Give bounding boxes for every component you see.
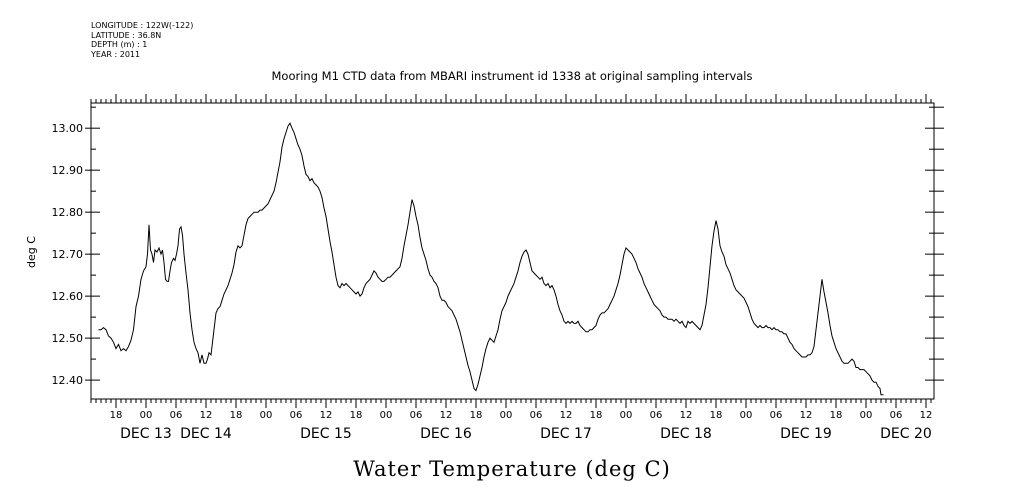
y-tick-label: 12.90	[52, 164, 84, 177]
y-tick-label: 12.60	[52, 290, 84, 303]
x-tick-label: 06	[650, 410, 663, 421]
meta-depth: DEPTH (m) : 1	[91, 40, 148, 49]
x-tick-label: 18	[710, 410, 723, 421]
axis-ticks	[85, 94, 944, 408]
plot-frame	[90, 102, 935, 400]
x-tick-label: 06	[170, 410, 183, 421]
x-day-label: DEC 15	[300, 426, 352, 442]
x-tick-label: 18	[590, 410, 603, 421]
x-tick-label: 18	[350, 410, 363, 421]
x-tick-label: 00	[140, 410, 153, 421]
x-tick-label: 06	[530, 410, 543, 421]
x-tick-label: 06	[410, 410, 423, 421]
y-tick-label: 12.70	[52, 248, 84, 261]
chart-title: Mooring M1 CTD data from MBARI instrumen…	[272, 69, 753, 83]
x-tick-label: 00	[260, 410, 273, 421]
x-day-label: DEC 14	[180, 426, 232, 442]
meta-year: YEAR : 2011	[91, 49, 141, 59]
x-tick-label: 18	[230, 410, 243, 421]
temperature-series-line	[98, 122, 884, 396]
y-axis-label: deg C	[25, 236, 38, 268]
y-tick-label: 13.00	[52, 122, 84, 135]
x-day-label: DEC 17	[540, 426, 592, 442]
x-tick-label: 12	[320, 410, 333, 421]
x-tick-label: 18	[830, 410, 843, 421]
x-tick-label: 12	[680, 410, 693, 421]
metadata-block: LONGITUDE : 122W(-122) LATITUDE : 36.8N …	[91, 21, 193, 59]
x-tick-label: 06	[290, 410, 303, 421]
x-day-label: DEC 19	[780, 426, 832, 442]
x-tick-label: 00	[860, 410, 873, 421]
x-axis-label: Water Temperature (deg C)	[353, 457, 671, 481]
x-tick-label: 18	[110, 410, 123, 421]
x-day-label: DEC 16	[420, 426, 472, 442]
x-tick-label: 12	[560, 410, 573, 421]
x-tick-label: 00	[380, 410, 393, 421]
meta-longitude: LONGITUDE : 122W(-122)	[91, 21, 194, 30]
y-tick-label: 12.50	[52, 332, 84, 345]
x-tick-label: 06	[770, 410, 783, 421]
x-tick-label: 00	[740, 410, 753, 421]
x-tick-label: 12	[920, 410, 933, 421]
x-day-label: DEC 18	[660, 426, 712, 442]
axis-labels: 18 00 06 12 18 00 06 12 18 00 06 12 18 00 06 12 18 00 06 12…	[52, 122, 933, 442]
y-tick-label: 12.80	[52, 206, 84, 219]
x-day-label: DEC 13	[120, 426, 172, 442]
x-tick-label: 18	[470, 410, 483, 421]
x-tick-label: 12	[440, 410, 453, 421]
x-tick-label: 12	[800, 410, 813, 421]
x-tick-label: 00	[620, 410, 633, 421]
x-tick-label: 00	[500, 410, 513, 421]
meta-latitude: LATITUDE : 36.8N	[91, 30, 162, 40]
y-tick-label: 12.40	[52, 374, 84, 387]
x-day-label: DEC 20	[880, 426, 932, 442]
x-tick-label: 06	[890, 410, 903, 421]
x-tick-label: 12	[200, 410, 213, 421]
